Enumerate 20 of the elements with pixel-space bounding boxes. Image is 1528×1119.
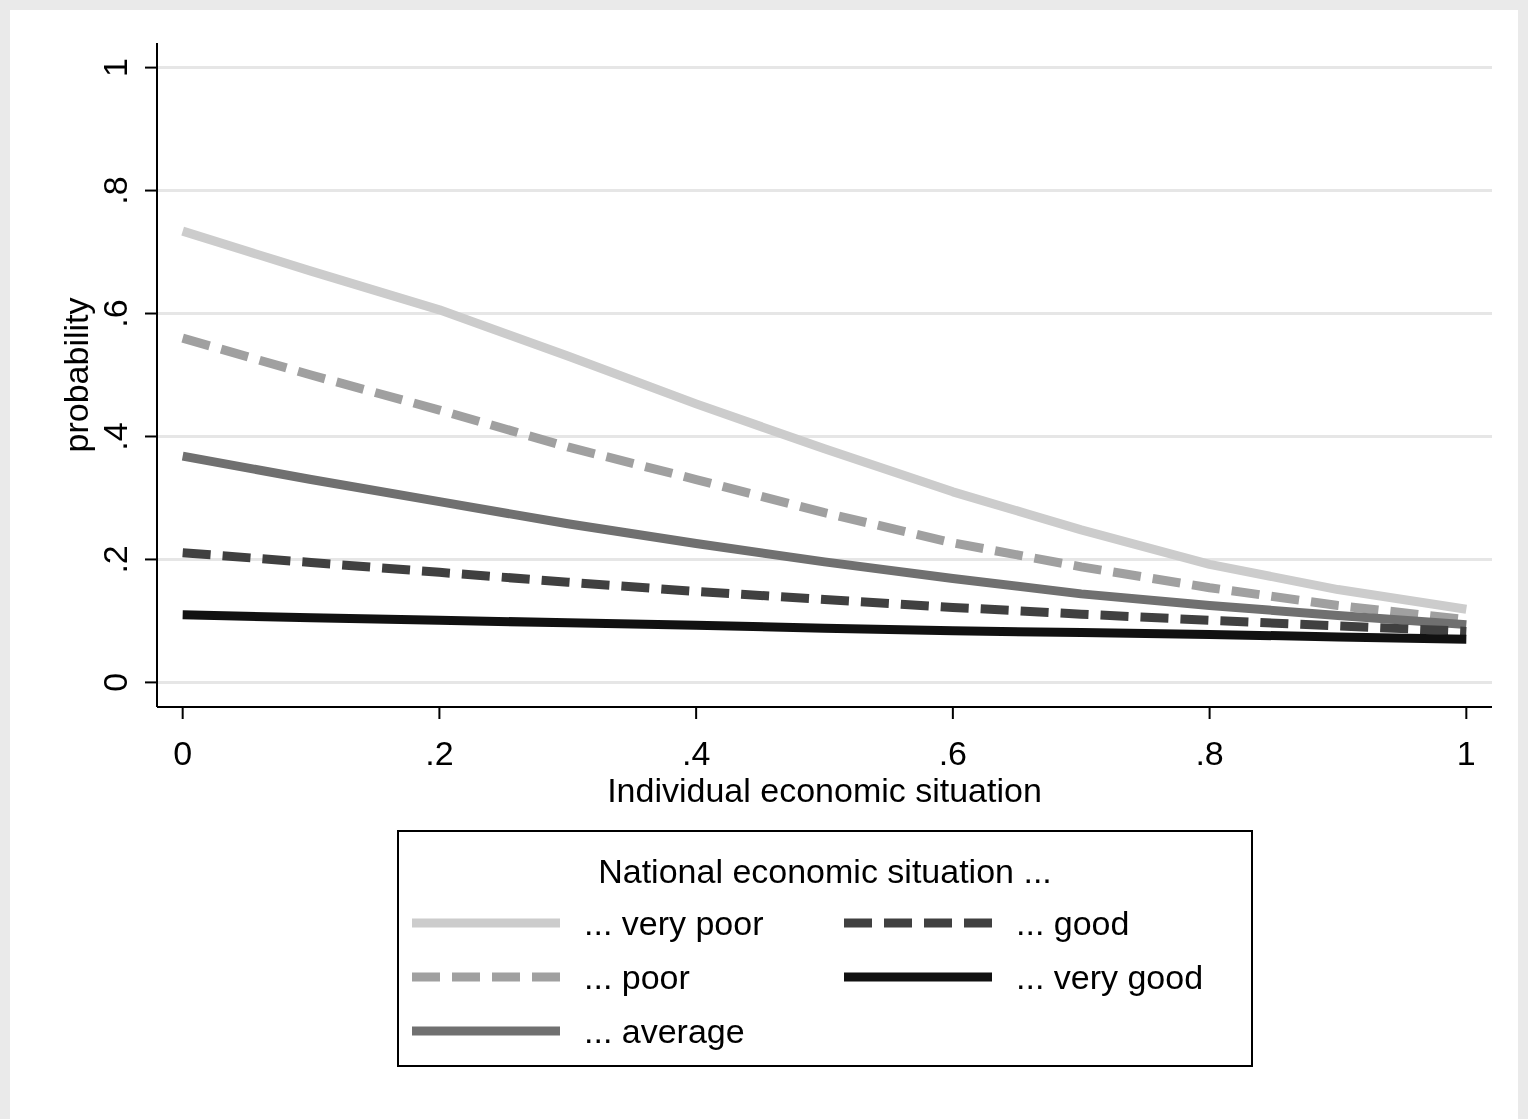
y-tick-label: 1	[96, 58, 134, 78]
y-axis-title: probability	[57, 297, 95, 453]
y-tick-label: .8	[96, 176, 134, 205]
x-tick-label: .4	[681, 734, 711, 772]
legend-label: ... average	[584, 1012, 745, 1050]
y-tick-label: .2	[96, 545, 134, 574]
legend-label: ... poor	[584, 958, 690, 996]
x-tick-label: 0	[173, 734, 193, 772]
legend-label: ... very good	[1016, 958, 1204, 996]
x-tick-label: 1	[1456, 734, 1476, 772]
y-tick-label: 0	[96, 672, 134, 692]
legend-title: National economic situation ...	[598, 852, 1052, 890]
x-tick-label: .6	[938, 734, 968, 772]
legend-label: ... very poor	[584, 904, 764, 942]
x-axis-title: Individual economic situation	[607, 771, 1042, 809]
x-tick-label: .2	[425, 734, 454, 772]
y-tick-label: .4	[96, 422, 134, 451]
x-tick-label: .8	[1195, 734, 1224, 772]
legend-label: ... good	[1016, 904, 1130, 942]
y-tick-label: .6	[96, 299, 134, 328]
